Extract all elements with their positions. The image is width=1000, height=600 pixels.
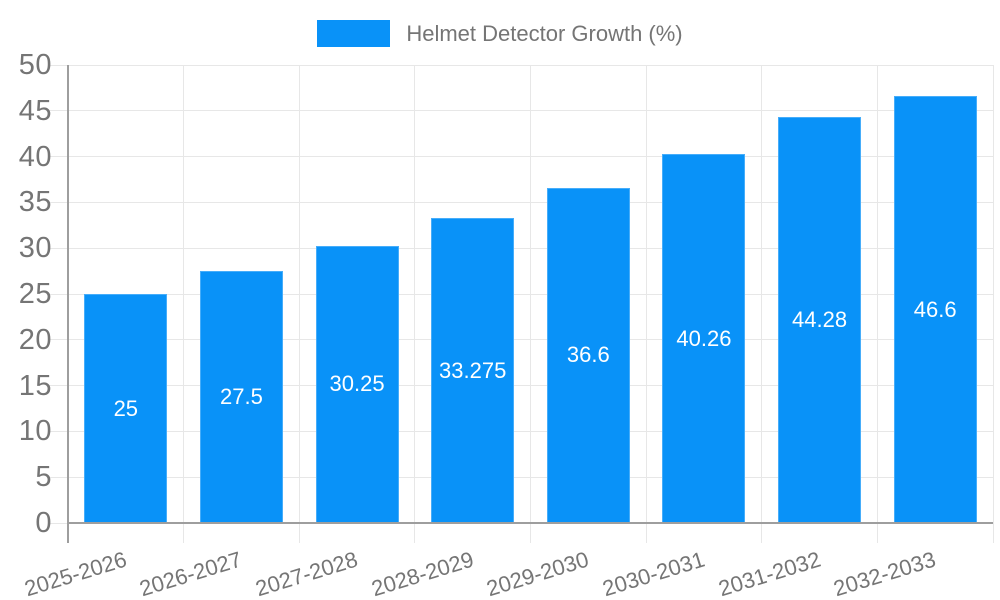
x-gridline (183, 65, 185, 543)
x-gridline (992, 65, 994, 543)
y-gridline (48, 64, 993, 66)
legend-label: Helmet Detector Growth (%) (406, 20, 683, 46)
y-gridline (48, 247, 993, 249)
bar (199, 271, 283, 523)
y-gridline (48, 430, 993, 432)
bar (315, 245, 399, 523)
y-axis-tick-label: 35 (18, 186, 52, 219)
bar (662, 154, 746, 523)
y-gridline (48, 385, 993, 387)
bar-value-label: 30.25 (329, 371, 385, 397)
y-axis-tick-label: 0 (35, 507, 52, 539)
x-gridline (414, 65, 416, 543)
y-gridline (48, 339, 993, 341)
bar (893, 96, 977, 523)
x-gridline (298, 65, 300, 543)
x-axis-line (68, 522, 993, 524)
bar-value-label: 27.5 (220, 384, 263, 410)
y-gridline (48, 110, 993, 112)
y-axis-line (67, 65, 69, 543)
y-gridline (48, 156, 993, 158)
bar-value-label: 33.275 (439, 357, 507, 383)
x-gridline (761, 65, 763, 543)
bar (431, 218, 515, 523)
y-gridline (48, 293, 993, 295)
y-axis-tick-label: 45 (18, 94, 52, 127)
bar-value-label: 40.26 (676, 325, 732, 351)
bar (546, 187, 630, 523)
y-axis-tick-label: 25 (18, 278, 52, 310)
y-gridline (48, 476, 993, 478)
y-axis-tick-label: 50 (18, 49, 52, 81)
y-gridline (48, 201, 993, 203)
legend-swatch (317, 20, 391, 47)
legend: Helmet Detector Growth (%) (0, 20, 1000, 47)
x-gridline (876, 65, 878, 543)
bar-value-label: 44.28 (792, 307, 848, 333)
x-gridline (530, 65, 531, 543)
bar-value-label: 25 (113, 395, 139, 421)
y-axis-tick-label: 15 (18, 369, 52, 402)
x-gridline (645, 65, 647, 543)
y-axis-tick-label: 5 (35, 461, 52, 494)
bar-value-label: 36.6 (566, 342, 610, 368)
y-axis-tick-label: 30 (18, 232, 52, 265)
bar-value-label: 46.6 (913, 296, 957, 322)
y-axis-tick-label: 20 (18, 323, 52, 356)
y-axis-tick-label: 10 (18, 415, 52, 448)
bar (778, 117, 862, 523)
y-axis-tick-label: 40 (18, 140, 52, 173)
